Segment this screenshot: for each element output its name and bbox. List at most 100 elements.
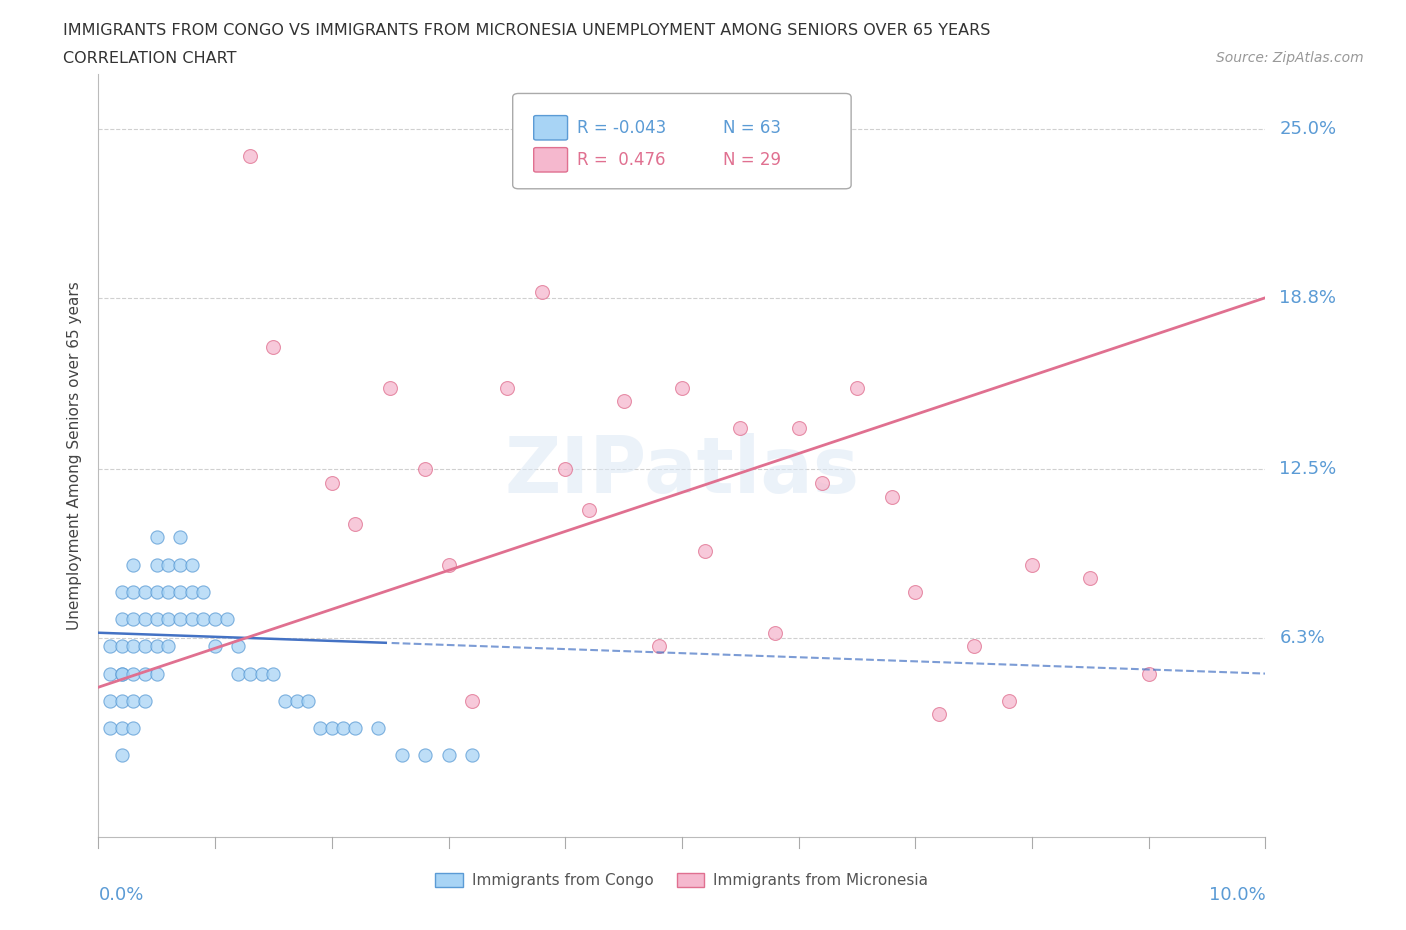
Point — [98, 639, 121, 654]
Point — [169, 530, 191, 545]
Point — [98, 666, 121, 681]
Point — [496, 380, 519, 395]
Point — [204, 612, 226, 627]
Point — [180, 612, 202, 627]
Point — [997, 694, 1019, 709]
Point — [578, 503, 600, 518]
Point — [332, 721, 354, 736]
Point — [122, 584, 145, 599]
Point — [215, 612, 238, 627]
Point — [157, 612, 180, 627]
Text: 10.0%: 10.0% — [1209, 886, 1265, 904]
Point — [321, 475, 343, 490]
Point — [134, 639, 156, 654]
Point — [122, 612, 145, 627]
Point — [239, 666, 262, 681]
Point — [321, 721, 343, 736]
Point — [647, 639, 669, 654]
Point — [461, 694, 484, 709]
Point — [157, 557, 180, 572]
Point — [180, 584, 202, 599]
Point — [134, 612, 156, 627]
Point — [146, 639, 169, 654]
Point — [157, 639, 180, 654]
Point — [146, 612, 169, 627]
Point — [122, 639, 145, 654]
Text: 0.0%: 0.0% — [98, 886, 143, 904]
FancyBboxPatch shape — [513, 94, 851, 189]
Point — [344, 516, 367, 531]
Point — [461, 748, 484, 763]
Point — [262, 666, 284, 681]
Point — [297, 694, 319, 709]
Text: 18.8%: 18.8% — [1279, 288, 1336, 307]
Point — [413, 748, 436, 763]
Point — [146, 530, 169, 545]
Point — [904, 584, 927, 599]
Point — [111, 721, 134, 736]
Point — [193, 612, 215, 627]
Point — [134, 666, 156, 681]
Point — [1137, 666, 1160, 681]
Point — [134, 694, 156, 709]
Point — [530, 285, 553, 299]
Point — [671, 380, 693, 395]
Point — [111, 639, 134, 654]
Point — [228, 639, 250, 654]
Point — [122, 666, 145, 681]
Point — [730, 421, 752, 436]
Point — [344, 721, 367, 736]
Point — [695, 543, 717, 558]
Text: N = 29: N = 29 — [723, 151, 780, 169]
Point — [763, 625, 786, 640]
Point — [250, 666, 273, 681]
Point — [111, 612, 134, 627]
Point — [437, 557, 460, 572]
Text: 6.3%: 6.3% — [1279, 630, 1324, 647]
Point — [111, 694, 134, 709]
Text: 12.5%: 12.5% — [1279, 460, 1337, 478]
FancyBboxPatch shape — [534, 148, 568, 172]
FancyBboxPatch shape — [534, 115, 568, 140]
Point — [928, 707, 950, 722]
Text: N = 63: N = 63 — [723, 119, 780, 137]
Point — [169, 557, 191, 572]
Point — [111, 666, 134, 681]
Text: 25.0%: 25.0% — [1279, 120, 1337, 138]
Point — [262, 339, 284, 354]
Point — [122, 557, 145, 572]
Point — [380, 380, 402, 395]
Point — [437, 748, 460, 763]
Point — [146, 584, 169, 599]
Point — [962, 639, 984, 654]
Point — [1080, 571, 1102, 586]
Text: R =  0.476: R = 0.476 — [576, 151, 665, 169]
Point — [146, 557, 169, 572]
Point — [228, 666, 250, 681]
Point — [787, 421, 810, 436]
Point — [98, 721, 121, 736]
Point — [1021, 557, 1043, 572]
Point — [880, 489, 903, 504]
Point — [157, 584, 180, 599]
Legend: Immigrants from Congo, Immigrants from Micronesia: Immigrants from Congo, Immigrants from M… — [429, 867, 935, 894]
Text: ZIPatlas: ZIPatlas — [505, 433, 859, 509]
Point — [285, 694, 308, 709]
Text: IMMIGRANTS FROM CONGO VS IMMIGRANTS FROM MICRONESIA UNEMPLOYMENT AMONG SENIORS O: IMMIGRANTS FROM CONGO VS IMMIGRANTS FROM… — [63, 23, 991, 38]
Point — [122, 721, 145, 736]
Point — [180, 557, 202, 572]
Point — [811, 475, 834, 490]
Point — [169, 584, 191, 599]
Point — [367, 721, 389, 736]
Point — [413, 462, 436, 477]
Point — [612, 393, 634, 408]
Point — [193, 584, 215, 599]
Text: Source: ZipAtlas.com: Source: ZipAtlas.com — [1216, 51, 1364, 65]
Point — [134, 584, 156, 599]
Point — [98, 694, 121, 709]
Point — [146, 666, 169, 681]
Y-axis label: Unemployment Among Seniors over 65 years: Unemployment Among Seniors over 65 years — [66, 282, 82, 631]
Point — [391, 748, 413, 763]
Point — [111, 666, 134, 681]
Text: CORRELATION CHART: CORRELATION CHART — [63, 51, 236, 66]
